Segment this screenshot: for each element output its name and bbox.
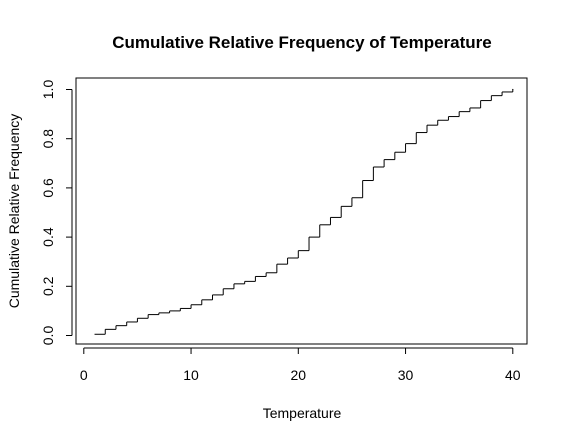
y-tick-label: 0.0 — [40, 326, 56, 346]
chart-title: Cumulative Relative Frequency of Tempera… — [112, 33, 491, 52]
x-tick-label: 0 — [80, 367, 88, 383]
y-axis-label: Cumulative Relative Frequency — [6, 114, 22, 309]
x-tick-label: 20 — [291, 367, 307, 383]
y-axis: 0.0 0.2 0.4 0.6 0.8 1.0 — [40, 80, 73, 346]
x-tick-label: 10 — [183, 367, 199, 383]
x-tick-label: 40 — [505, 367, 521, 383]
x-axis: 0 10 20 30 40 — [80, 347, 521, 383]
y-tick-label: 0.8 — [40, 129, 56, 149]
step-series — [94, 88, 514, 335]
y-tick-label: 0.2 — [40, 276, 56, 296]
step-point — [512, 88, 514, 91]
y-tick-label: 1.0 — [40, 80, 56, 100]
y-tick-label: 0.4 — [40, 227, 56, 247]
plot-frame — [75, 77, 528, 345]
y-tick-label: 0.6 — [40, 178, 56, 198]
x-axis-label: Temperature — [263, 405, 342, 421]
x-tick-label: 30 — [398, 367, 414, 383]
